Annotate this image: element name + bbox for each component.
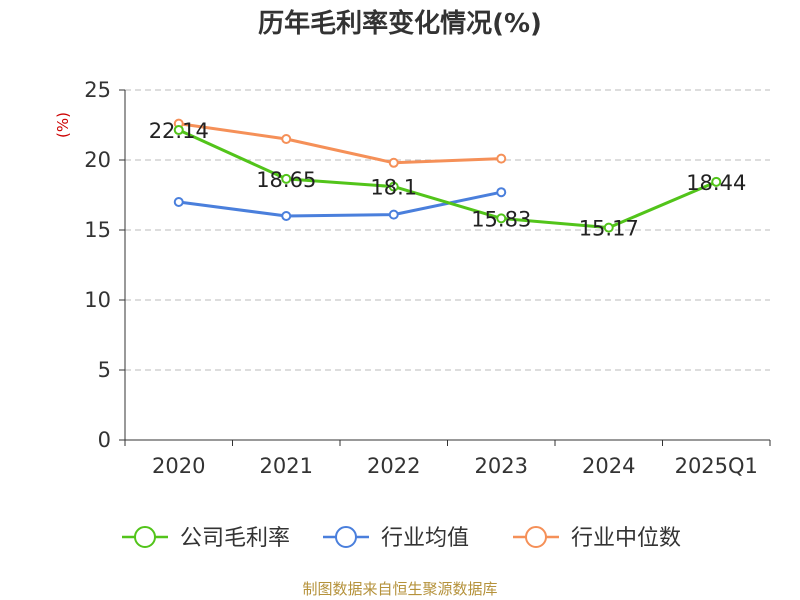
legend-item-0: 公司毛利率 xyxy=(122,526,290,551)
x-tick-label: 2022 xyxy=(367,454,420,478)
data-point xyxy=(388,209,399,220)
data-point xyxy=(496,153,507,164)
legend-label: 公司毛利率 xyxy=(180,526,290,551)
data-label: 18.1 xyxy=(370,176,417,200)
axes: 0 5 10 15 20 25 2020 2021 2022 2023 2024 2025Q1 xyxy=(84,78,771,478)
legend-swatch-marker xyxy=(525,526,547,548)
series-line xyxy=(178,128,717,230)
y-tick-label: 20 xyxy=(84,148,111,172)
legend-swatch-marker xyxy=(335,526,357,548)
legend-swatch-marker xyxy=(134,526,156,548)
data-point xyxy=(711,176,722,187)
data-label: 15.83 xyxy=(471,207,531,231)
data-point xyxy=(388,181,399,192)
data-point xyxy=(496,187,507,198)
y-tick-label: 25 xyxy=(84,78,111,102)
legend-item-2: 行业中位数 xyxy=(513,526,681,551)
legend-label: 行业中位数 xyxy=(571,526,681,551)
x-tick-label: 2021 xyxy=(260,454,313,478)
legend: 公司毛利率 行业均值 行业中位数 xyxy=(122,526,681,551)
data-label: 18.65 xyxy=(256,168,316,192)
data-label: 15.17 xyxy=(579,217,639,241)
x-tick-label: 2020 xyxy=(152,454,205,478)
series-0 xyxy=(173,125,722,233)
data-point xyxy=(281,173,292,184)
y-tick-label: 0 xyxy=(98,428,111,452)
data-point xyxy=(173,125,184,136)
data-point xyxy=(281,134,292,144)
x-tick-label: 2025Q1 xyxy=(675,454,758,478)
y-axis-label: (%) xyxy=(54,112,72,138)
data-point xyxy=(496,213,507,224)
legend-item-1: 行业均值 xyxy=(323,526,469,551)
chart-title: 历年毛利率变化情况(%) xyxy=(258,8,542,39)
data-label: 22.14 xyxy=(149,119,209,143)
y-tick-label: 15 xyxy=(84,218,111,242)
data-point xyxy=(388,157,399,168)
grid xyxy=(125,89,770,371)
x-tick-label: 2024 xyxy=(582,454,635,478)
x-tick-label: 2023 xyxy=(475,454,528,478)
legend-label: 行业均值 xyxy=(381,526,469,551)
y-tick-label: 5 xyxy=(98,358,111,382)
y-tick-label: 10 xyxy=(84,288,111,312)
series-line xyxy=(178,122,502,165)
data-point xyxy=(603,222,614,233)
source-note: 制图数据来自恒生聚源数据库 xyxy=(302,580,497,598)
data-label: 18.44 xyxy=(686,171,746,195)
data-point xyxy=(173,197,184,207)
series-group xyxy=(173,118,722,233)
data-point xyxy=(281,211,292,221)
data-labels: 22.14 18.65 18.1 15.83 15.17 18.44 xyxy=(149,119,747,241)
